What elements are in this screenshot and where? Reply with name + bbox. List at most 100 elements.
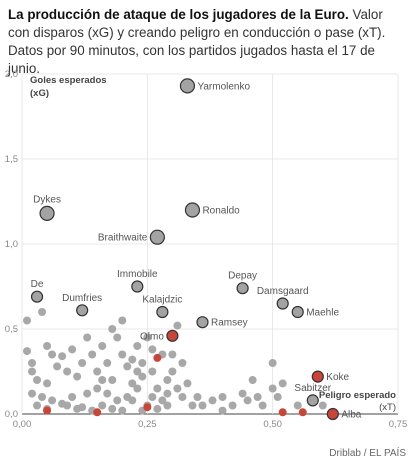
data-point: [43, 342, 52, 350]
data-point: [148, 367, 157, 376]
data-point: [218, 393, 227, 401]
data-point: [153, 384, 162, 393]
point-label: Dumfries: [62, 293, 102, 304]
y-tick-label: 1,0: [5, 239, 18, 250]
data-point: [168, 350, 177, 359]
data-point: [98, 342, 107, 350]
data-point: [108, 325, 117, 333]
data-point-labeled: [179, 78, 196, 94]
data-point: [178, 393, 187, 401]
grid: [21, 73, 399, 415]
y-tick-label: 1,5: [5, 154, 18, 165]
data-point: [73, 372, 82, 381]
data-point: [143, 333, 152, 342]
x-axis-subtitle: (xT): [379, 402, 396, 413]
data-point: [28, 367, 37, 376]
data-point: [188, 401, 197, 410]
data-point-labeled: [326, 407, 339, 421]
data-point: [293, 401, 302, 410]
source-credit: Driblab / EL PAÍS: [329, 448, 406, 459]
point-label: Dykes: [33, 194, 61, 205]
data-point-labeled: [76, 304, 89, 317]
data-point: [93, 367, 102, 376]
data-point: [33, 376, 42, 384]
data-points: [23, 78, 339, 421]
data-point: [178, 359, 187, 367]
data-point: [68, 345, 77, 354]
data-point: [243, 396, 252, 405]
point-label: Sabitzer: [294, 383, 331, 394]
data-point: [268, 384, 277, 393]
data-point: [128, 355, 137, 364]
data-point: [88, 350, 97, 359]
data-point: [33, 401, 42, 410]
data-point: [128, 379, 137, 388]
point-label: Koke: [326, 372, 349, 383]
data-point: [38, 393, 47, 401]
data-point: [123, 362, 132, 371]
y-tick-label: 0,5: [5, 324, 18, 335]
data-point-labeled: [184, 202, 201, 218]
y-tick-label: 0,0: [5, 409, 18, 420]
data-point: [318, 401, 327, 410]
data-point: [28, 359, 37, 367]
data-point-labeled: [149, 229, 165, 245]
data-point: [173, 321, 182, 330]
tick-labels: 0,0 0,5 1,0 1,5 2,0 0,00 0,25 0,50 0,75: [5, 69, 407, 430]
x-tick-label: 0,50: [263, 419, 282, 430]
chart-title: La producción de ataque de los jugadores…: [8, 6, 408, 78]
point-label: Ramsey: [211, 318, 248, 329]
data-point: [53, 362, 62, 371]
data-point: [238, 389, 247, 398]
data-point: [108, 404, 117, 413]
data-point: [253, 393, 262, 401]
data-point: [228, 401, 237, 410]
data-point: [198, 401, 207, 410]
data-point: [273, 393, 282, 401]
data-point: [193, 393, 202, 401]
data-point: [48, 350, 57, 359]
chart-title-bold: La producción de ataque de los jugadores…: [8, 7, 349, 22]
data-point: [268, 359, 277, 367]
data-point: [208, 396, 217, 405]
point-label: Braithwaite: [98, 233, 148, 244]
data-point-highlight: [43, 406, 52, 415]
data-point-highlight: [93, 408, 102, 417]
data-point: [138, 372, 147, 381]
point-label: Alba: [341, 410, 361, 421]
data-point: [148, 345, 157, 354]
data-point: [248, 376, 257, 384]
x-tick-label: 0,25: [138, 419, 157, 430]
data-point-labeled: [236, 282, 249, 295]
data-point: [118, 316, 127, 325]
data-point: [23, 347, 32, 356]
x-axis-title: Peligro esperado: [319, 390, 396, 401]
data-point: [258, 401, 267, 410]
data-point: [118, 406, 127, 415]
y-axis-title: Goles esperados: [30, 75, 107, 86]
data-point: [153, 404, 162, 413]
data-point: [163, 389, 172, 398]
data-point-labeled: [131, 280, 144, 293]
data-point: [73, 404, 82, 413]
data-point-highlight: [298, 408, 307, 417]
data-point: [98, 376, 107, 384]
data-point-labeled: [30, 290, 44, 303]
data-point: [138, 359, 147, 367]
data-point-labeled: [196, 316, 209, 329]
data-point-labeled: [156, 305, 169, 319]
data-point: [163, 401, 172, 410]
data-point: [103, 389, 112, 398]
data-point: [103, 359, 112, 367]
data-point: [83, 333, 92, 342]
data-point: [98, 401, 107, 410]
point-label: Kalajdzic: [142, 295, 182, 306]
data-point: [38, 308, 47, 316]
point-label: Immobile: [117, 269, 158, 280]
data-point-labeled: [311, 370, 324, 383]
data-point: [123, 393, 132, 401]
x-tick-label: 0,75: [389, 419, 408, 430]
point-label: De: [31, 279, 44, 290]
data-point: [133, 367, 142, 376]
data-point: [148, 393, 157, 401]
